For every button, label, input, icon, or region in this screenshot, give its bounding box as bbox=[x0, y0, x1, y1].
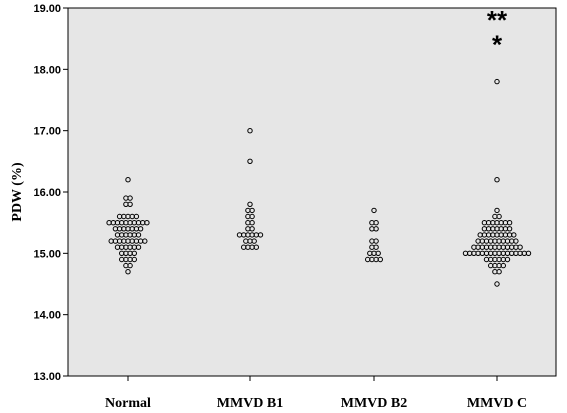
data-point bbox=[144, 220, 150, 226]
data-points bbox=[106, 78, 532, 287]
data-point bbox=[506, 226, 513, 232]
data-point bbox=[494, 281, 500, 287]
data-point bbox=[496, 269, 502, 275]
data-point bbox=[504, 256, 511, 263]
data-point bbox=[249, 226, 255, 232]
data-point bbox=[247, 128, 253, 134]
data-point bbox=[371, 207, 377, 214]
data-point bbox=[247, 201, 253, 208]
data-point bbox=[373, 226, 379, 232]
data-point bbox=[249, 220, 255, 226]
data-point bbox=[135, 232, 142, 238]
data-point bbox=[247, 158, 253, 165]
data-point bbox=[142, 238, 148, 244]
data-point bbox=[125, 269, 131, 275]
data-point bbox=[494, 78, 500, 85]
data-point bbox=[377, 256, 383, 263]
data-point bbox=[137, 226, 144, 232]
data-point bbox=[127, 201, 133, 208]
data-point bbox=[494, 177, 500, 183]
y-tick-label: 14.00 bbox=[33, 310, 61, 322]
data-point bbox=[249, 207, 255, 214]
data-point bbox=[127, 195, 133, 201]
data-point bbox=[253, 244, 259, 250]
data-point bbox=[251, 238, 257, 244]
data-point bbox=[133, 213, 140, 220]
data-point bbox=[496, 213, 502, 220]
data-point bbox=[517, 244, 523, 250]
data-point bbox=[131, 256, 138, 263]
data-point bbox=[373, 244, 379, 250]
extreme-value-marker: * bbox=[492, 30, 503, 60]
x-axis: Normal MMVD B1 MMVD B2 MMVD C bbox=[105, 376, 527, 411]
data-point bbox=[135, 244, 142, 250]
data-point bbox=[375, 250, 381, 257]
data-point bbox=[131, 250, 138, 257]
x-category-label: Normal bbox=[105, 396, 151, 411]
data-point bbox=[373, 220, 379, 226]
data-point bbox=[125, 177, 131, 183]
data-point bbox=[511, 232, 517, 238]
data-point bbox=[127, 262, 133, 269]
extreme-markers: *** bbox=[487, 5, 508, 60]
data-point bbox=[500, 262, 506, 269]
y-tick-label: 13.00 bbox=[33, 371, 61, 383]
plot-background bbox=[67, 7, 557, 377]
data-point bbox=[257, 232, 264, 238]
y-tick-label: 18.00 bbox=[33, 64, 61, 76]
data-point bbox=[373, 238, 379, 244]
data-point bbox=[506, 220, 513, 226]
data-point bbox=[494, 207, 500, 214]
x-category-label: MMVD C bbox=[467, 396, 527, 411]
y-tick-label: 19.00 bbox=[33, 3, 61, 15]
x-category-label: MMVD B2 bbox=[341, 396, 408, 411]
extreme-value-marker: ** bbox=[487, 5, 508, 35]
y-tick-label: 16.00 bbox=[33, 187, 61, 199]
y-axis-title: PDW (%) bbox=[10, 162, 25, 222]
y-axis: 13.00 14.00 15.00 16.00 17.00 18.00 19.00 bbox=[33, 3, 68, 383]
data-point bbox=[525, 250, 532, 257]
data-point bbox=[513, 238, 519, 244]
y-tick-label: 17.00 bbox=[33, 126, 61, 138]
y-tick-label: 15.00 bbox=[33, 248, 61, 260]
x-category-label: MMVD B1 bbox=[217, 396, 284, 411]
data-point bbox=[249, 213, 255, 220]
